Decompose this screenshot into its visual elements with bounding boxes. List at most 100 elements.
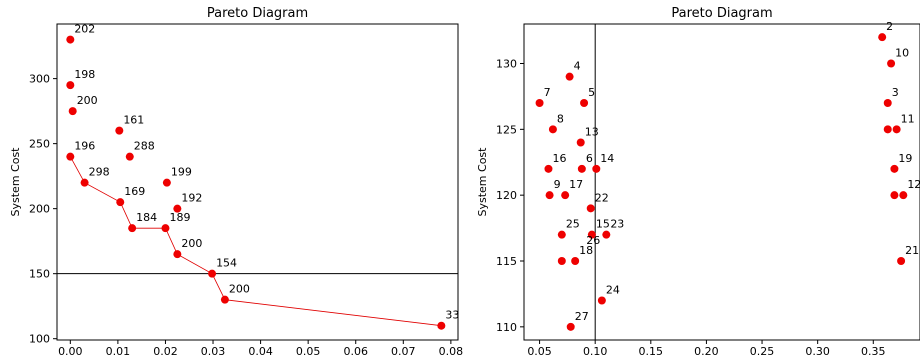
x-tick-label: 0.15: [639, 345, 664, 358]
pareto-frontier-line: [69, 156, 442, 327]
plot-frame: [523, 23, 920, 341]
chart-title: Pareto Diagram: [207, 6, 308, 21]
x-tick-label: 0.20: [694, 345, 719, 358]
point-label: 298: [89, 166, 110, 179]
y-tick-label: 100: [29, 333, 50, 346]
y-tick-label: 115: [496, 255, 517, 268]
data-point: [887, 59, 896, 68]
data-point: [68, 107, 77, 116]
data-point: [576, 138, 585, 147]
point-label: 10: [895, 47, 909, 60]
point-label: 16: [552, 152, 566, 165]
x-tick-label: 0.01: [106, 345, 131, 358]
data-point: [80, 178, 89, 187]
chart-title: Pareto Diagram: [671, 6, 772, 21]
point-label: 21: [905, 244, 919, 257]
point-label: 2: [886, 20, 893, 33]
data-point: [597, 296, 606, 305]
x-tick-label: 0.05: [296, 345, 321, 358]
data-point: [66, 152, 75, 161]
point-label: 200: [181, 237, 202, 250]
point-label: 202: [74, 23, 95, 36]
x-tick-label: 0.02: [153, 345, 178, 358]
point-label: 9: [554, 178, 561, 191]
point-label: 4: [574, 60, 581, 73]
point-label: 169: [124, 185, 145, 198]
data-point: [602, 230, 611, 239]
point-label: 3: [892, 86, 899, 99]
y-tick-label: 110: [496, 321, 517, 334]
data-point: [890, 164, 899, 173]
data-point: [897, 257, 906, 265]
data-point: [878, 33, 887, 42]
data-point: [173, 250, 182, 259]
data-point: [883, 125, 892, 134]
data-point: [566, 322, 575, 331]
point-label: 5: [588, 86, 595, 99]
point-label: 196: [74, 140, 95, 153]
data-point: [899, 191, 908, 200]
point-label: 23: [610, 218, 624, 231]
point-label: 14: [600, 152, 614, 165]
y-tick-label: 130: [496, 58, 517, 71]
point-label: 7: [544, 86, 551, 99]
point-label: 161: [123, 114, 144, 127]
data-point: [586, 204, 595, 213]
x-tick-label: 0.07: [391, 345, 416, 358]
data-point: [437, 321, 446, 330]
data-point: [161, 224, 170, 233]
x-axis-label: Failure Rate: [690, 358, 755, 360]
point-label: 19: [898, 152, 912, 165]
point-label: 189: [169, 211, 190, 224]
y-tick-label: 125: [496, 123, 517, 136]
point-label: 17: [569, 178, 583, 191]
point-label: 8: [557, 112, 564, 125]
data-point: [592, 164, 601, 173]
x-tick-label: 0.00: [58, 345, 83, 358]
data-point: [173, 204, 182, 213]
x-tick-label: 0.03: [201, 345, 226, 358]
point-label: 33: [445, 309, 459, 322]
data-point: [587, 230, 596, 239]
point-label: 18: [579, 244, 593, 257]
x-tick-label: 0.05: [527, 345, 552, 358]
point-label: 24: [606, 284, 620, 297]
x-axis-label: Failure Rate: [225, 358, 290, 360]
data-point: [892, 125, 901, 134]
y-tick-label: 300: [29, 73, 50, 86]
y-tick-label: 250: [29, 138, 50, 151]
data-point: [890, 191, 899, 200]
x-tick-label: 0.10: [583, 345, 608, 358]
data-point: [557, 230, 566, 239]
data-point: [577, 164, 586, 173]
left-chart: Pareto Diagram 0.00 0.01 0.02 0.03 0.04 0.05 0.…: [9, 6, 463, 360]
y-tick-label: 150: [29, 268, 50, 281]
data-point: [883, 99, 892, 107]
x-tick-label: 0.35: [861, 345, 886, 358]
point-label: 288: [134, 140, 155, 153]
point-label: 27: [575, 310, 589, 323]
point-label: 25: [566, 218, 580, 231]
data-point: [115, 126, 124, 135]
data-point: [128, 224, 137, 233]
data-point: [162, 178, 171, 187]
point-label: 12: [907, 178, 920, 191]
point-label: 184: [136, 211, 157, 224]
right-chart: Pareto Diagram 0.05 0.10 0.15 0.20 0.25 0.30 0.…: [476, 6, 920, 360]
point-label: 192: [181, 192, 202, 205]
plot-frame: [56, 23, 459, 341]
data-point: [580, 99, 589, 107]
data-point: [66, 81, 75, 90]
point-label: 26: [586, 234, 600, 247]
y-tick-label: 200: [29, 203, 50, 216]
data-point: [208, 269, 217, 278]
point-label: 200: [77, 94, 98, 107]
y-tick-label: 120: [496, 189, 517, 202]
x-tick-label: 0.04: [248, 345, 273, 358]
data-point: [125, 152, 134, 161]
data-point: [545, 191, 554, 200]
x-tick-label: 0.08: [439, 345, 464, 358]
x-tick-label: 0.30: [805, 345, 830, 358]
y-axis-label: System Cost: [9, 147, 22, 217]
